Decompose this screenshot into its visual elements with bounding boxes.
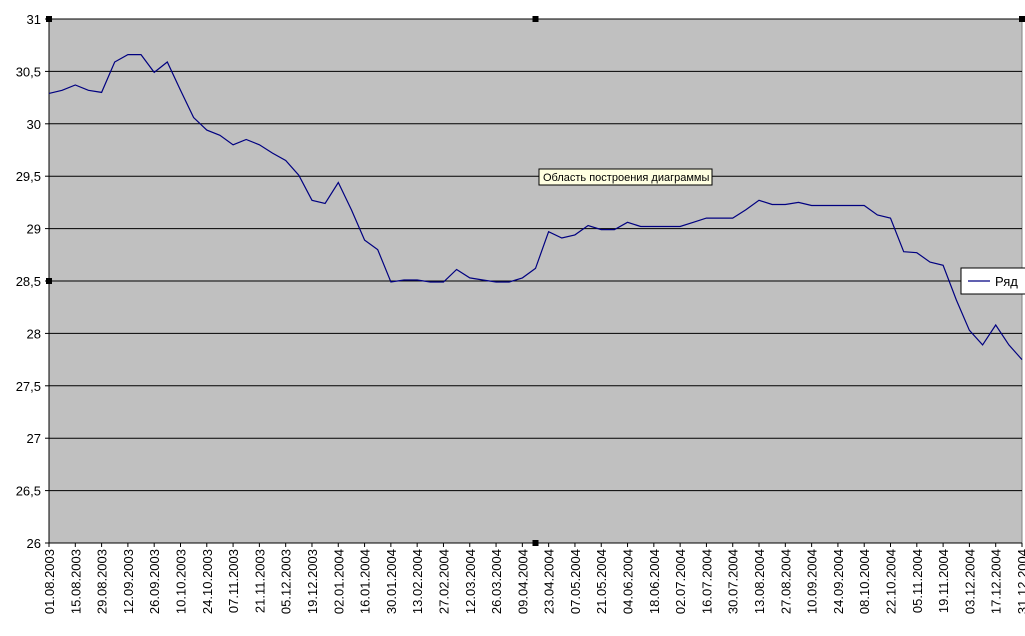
y-tick-label: 28,5: [16, 274, 41, 289]
x-tick-label: 15.08.2003: [68, 549, 83, 614]
x-tick-label: 09.04.2004: [515, 549, 530, 614]
x-tick-label: 30.01.2004: [384, 549, 399, 614]
x-tick-label: 05.12.2003: [279, 549, 294, 614]
x-tick-label: 10.10.2003: [173, 549, 188, 614]
x-tick-label: 21.05.2004: [594, 549, 609, 614]
x-tick-label: 26.09.2003: [147, 549, 162, 614]
x-tick-label: 16.07.2004: [699, 549, 714, 614]
data-line: [48, 53, 1023, 360]
x-tick-label: 01.08.2003: [42, 549, 57, 614]
x-tick-label: 31.12.2004: [1015, 549, 1025, 614]
tooltip: Область построения диаграммы: [538, 168, 713, 186]
x-tick-label: 04.06.2004: [621, 549, 636, 614]
tooltip-text: Область построения диаграммы: [543, 172, 709, 184]
tooltip-box: [538, 168, 713, 186]
selection-handle: [46, 16, 52, 22]
x-tick-label: 13.02.2004: [410, 549, 425, 614]
x-tick-label: 21.11.2003: [252, 549, 267, 613]
x-tick-label: 12.03.2004: [463, 549, 478, 614]
y-tick-label: 27: [27, 431, 41, 446]
x-tick-label: 27.02.2004: [436, 549, 451, 614]
y-tick-label: 30: [27, 117, 41, 132]
x-tick-label: 18.06.2004: [647, 549, 662, 614]
x-tick-label: 07.11.2003: [226, 549, 241, 613]
x-tick-label: 16.01.2004: [358, 549, 373, 614]
x-tick-label: 29.08.2003: [95, 549, 110, 614]
x-tick-label: 12.09.2003: [121, 549, 136, 614]
selection-handle: [46, 278, 52, 284]
y-tick-label: 27,5: [16, 379, 41, 394]
y-tick-label: 31: [27, 12, 41, 27]
selection-handle: [1019, 16, 1025, 22]
x-tick-label: 07.05.2004: [568, 549, 583, 614]
y-tick-label: 28: [27, 326, 41, 341]
selection-handle: [532, 16, 539, 22]
x-tick-label: 10.09.2004: [805, 549, 820, 614]
x-tick-label: 02.01.2004: [331, 549, 346, 614]
selection-handle: [532, 540, 539, 546]
x-tick-label: 02.07.2004: [673, 549, 688, 614]
x-tick-label: 23.04.2004: [542, 549, 557, 614]
x-tick-label: 27.08.2004: [778, 549, 793, 614]
y-tick-label: 26,5: [16, 484, 41, 499]
x-tick-label: 24.09.2004: [831, 549, 846, 614]
x-tick-label: 08.10.2004: [857, 549, 872, 614]
x-tick-label: 17.12.2004: [989, 549, 1004, 614]
legend-label: Ряд: [995, 274, 1018, 289]
legend: Ряд: [960, 267, 1025, 295]
y-tick-label: 29: [27, 222, 41, 237]
x-tick-label: 19.11.2004: [936, 549, 951, 613]
x-tick-label: 05.11.2004: [910, 549, 925, 613]
x-tick-label: 30.07.2004: [726, 549, 741, 614]
x-tick-label: 19.12.2003: [305, 549, 320, 614]
x-tick-label: 13.08.2004: [752, 549, 767, 614]
y-tick-label: 30,5: [16, 64, 41, 79]
x-tick-label: 03.12.2004: [962, 549, 977, 614]
y-tick-label: 26: [27, 536, 41, 551]
x-tick-label: 24.10.2003: [200, 549, 215, 614]
x-tick-label: 26.03.2004: [489, 549, 504, 614]
y-tick-label: 29,5: [16, 169, 41, 184]
x-tick-label: 22.10.2004: [884, 549, 899, 614]
